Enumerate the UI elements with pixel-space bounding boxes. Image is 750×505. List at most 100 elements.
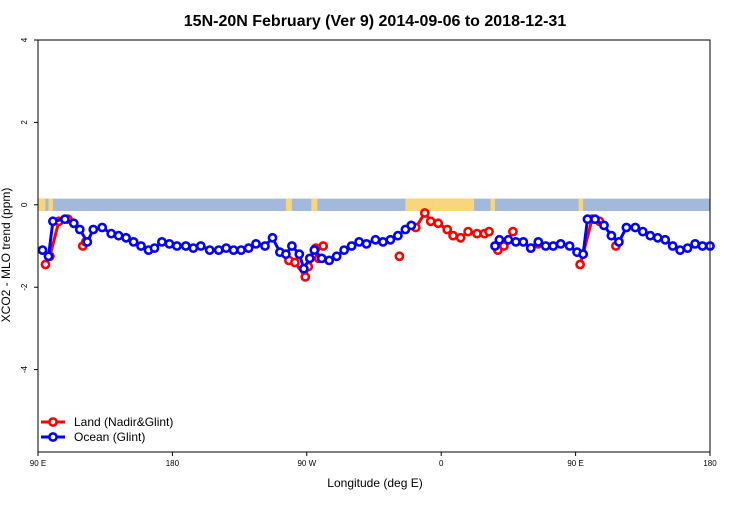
data-point [548,241,559,251]
data-point [463,226,473,237]
data-point [682,243,693,253]
data-point [354,236,364,247]
legend-swatch-marker [48,432,58,442]
data-point [630,222,641,233]
data-point [280,249,291,260]
data-point [82,236,93,247]
data-point [318,241,329,251]
data-point [204,245,215,255]
data-point [494,234,505,245]
data-point [37,245,48,255]
data-point [236,245,246,255]
x-tick-label: 180 [703,459,717,468]
data-point [97,222,108,233]
data-point [156,236,167,247]
data-point [128,236,139,247]
data-point [392,230,403,241]
x-tick-label: 90 E [567,459,583,468]
data-point [164,238,175,249]
data-point [309,245,320,255]
data-point [361,238,372,249]
legend-item: Land (Nadir&Glint) [41,415,173,429]
x-tick-label: 0 [439,459,444,468]
x-axis: 90 E 180 90 W 0 90 E 180 [30,452,717,468]
data-point [490,241,500,251]
data-point [667,241,678,251]
data-point [43,251,54,262]
data-point [578,249,588,260]
data-point [540,241,551,251]
legend-swatch-marker [48,417,58,427]
data-point [136,241,146,251]
data-point [590,214,600,225]
chart-title: 15N-20N February (Ver 9) 2014-09-06 to 2… [184,13,567,30]
data-point [697,241,708,251]
data-point [316,253,327,264]
data-point [346,241,357,251]
data-point [339,245,349,255]
data-point [652,232,663,243]
land-patch [578,198,584,211]
y-tick-label: 4 [20,37,29,42]
data-point [300,271,311,282]
data-point [294,249,305,260]
data-point [48,216,58,227]
data-point [508,226,518,237]
data-point [433,218,444,229]
land-patch [285,198,292,211]
data-point [637,226,648,237]
legend-label: Ocean (Glint) [74,430,145,444]
data-point [525,243,536,253]
x-tick-label: 90 E [30,459,46,468]
data-point [40,259,51,270]
data-point [221,243,232,253]
data-point [455,232,466,243]
data-point [213,245,224,255]
data-point [385,234,396,245]
data-point [564,241,575,251]
series-ocean [37,214,715,274]
data-point [304,253,315,264]
x-tick-label: 180 [166,459,180,468]
data-point [74,224,85,235]
data-point [675,245,685,255]
y-tick-label: -4 [20,365,29,373]
data-point [260,241,270,251]
data-point [394,251,405,262]
series-layer [37,208,715,282]
land-patch [38,198,46,211]
data-point [518,236,529,247]
data-point [606,230,617,241]
data-point [533,236,544,247]
data-point [406,220,417,231]
map-strip [38,198,710,211]
data-point [660,234,671,245]
plot-frame [37,39,711,453]
data-point [472,228,482,239]
data-point [425,216,436,227]
data-point [555,238,566,249]
data-point [331,251,342,262]
legend: Land (Nadir&Glint)Ocean (Glint) [41,415,173,444]
data-point [599,220,609,231]
data-point [575,259,585,270]
data-point [113,230,124,241]
data-point [286,241,297,251]
data-point [448,230,458,241]
data-point [228,245,239,255]
land-patch [490,198,495,211]
data-point [68,218,79,229]
data-point [370,234,381,245]
y-axis: 4 2 0 -2 -4 [20,37,38,373]
data-point [484,226,494,237]
data-point [149,243,160,253]
legend-item: Ocean (Glint) [41,430,145,444]
ocean-band [38,198,710,211]
data-point [503,234,514,245]
data-point [251,238,261,249]
data-point [419,208,430,218]
land-patch [311,198,318,211]
data-point [289,257,300,268]
data-point [621,222,632,233]
